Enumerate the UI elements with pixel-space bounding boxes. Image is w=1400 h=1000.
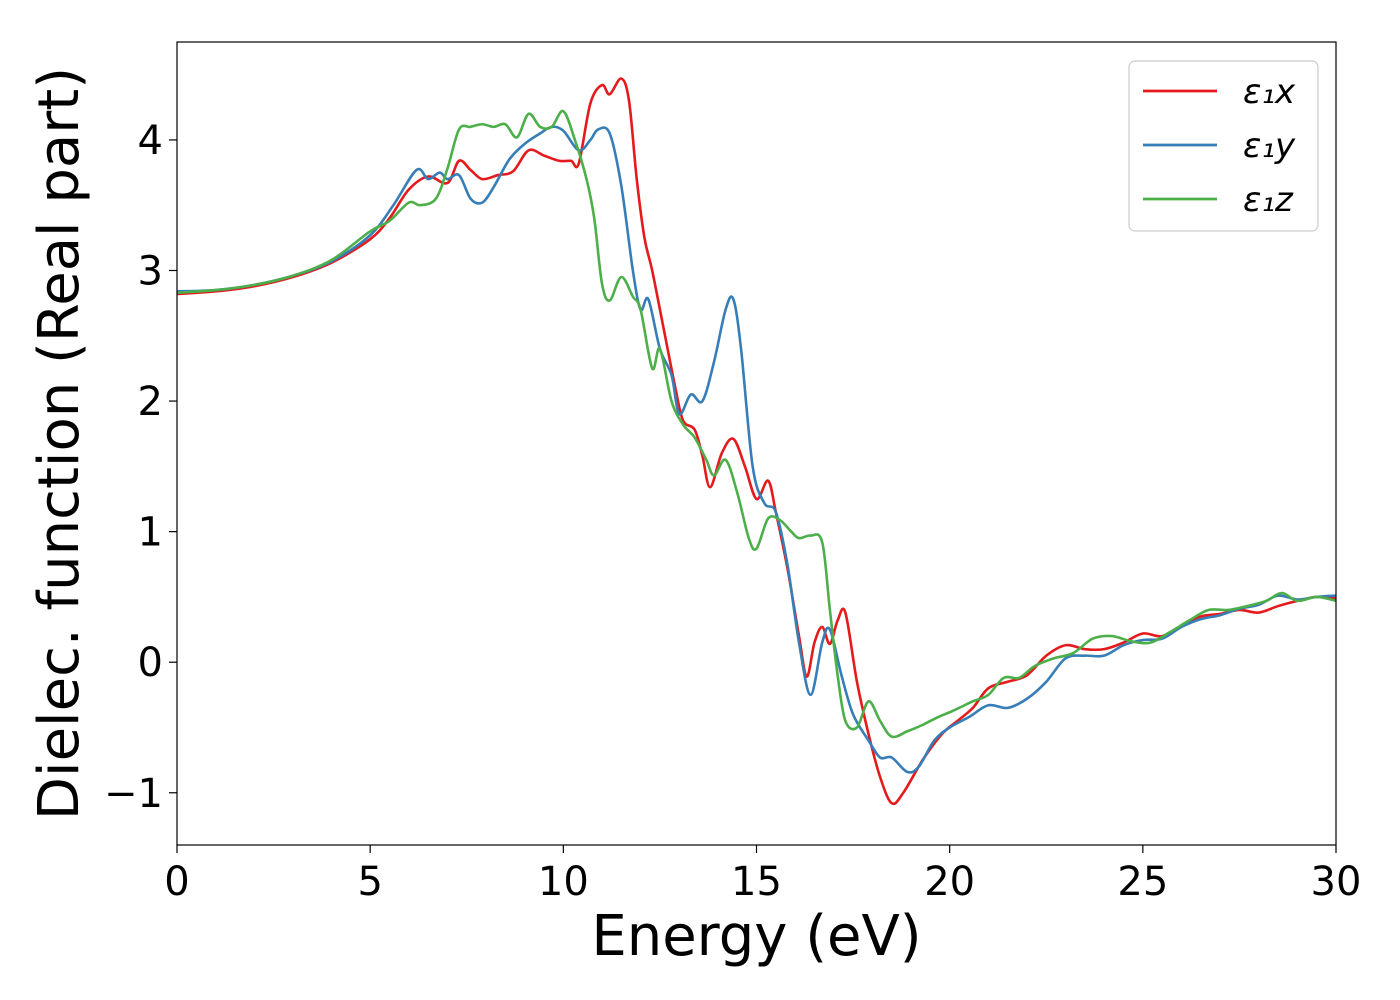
x-tick-label: 30 (1311, 859, 1362, 905)
series-line-0 (176, 77, 1337, 806)
y-axis-ticks: −1 0 1 2 3 4 (104, 118, 177, 817)
y-tick-label: 1 (138, 510, 163, 556)
legend-box (1128, 60, 1319, 232)
x-axis-label: Energy (eV) (591, 904, 921, 969)
x-tick-label: 15 (731, 859, 782, 905)
y-tick-label: 2 (138, 379, 163, 425)
x-tick-label: 20 (924, 859, 975, 905)
y-tick-label: 3 (138, 248, 163, 294)
y-tick-label: −1 (104, 771, 163, 817)
x-tick-label: 10 (538, 859, 589, 905)
y-tick-label: 4 (138, 118, 163, 164)
legend-label-2: ε₁z (1243, 180, 1294, 220)
legend: ε₁x ε₁y ε₁z (1128, 60, 1319, 232)
y-axis-label: Dielec. function (Real part) (27, 67, 92, 820)
x-tick-label: 25 (1117, 859, 1168, 905)
plot-lines (176, 77, 1337, 806)
y-tick-label: 0 (138, 640, 163, 686)
x-tick-label: 0 (164, 859, 189, 905)
series-line-1 (176, 125, 1337, 774)
series-line-2 (176, 109, 1337, 739)
legend-label-0: ε₁x (1243, 72, 1296, 112)
legend-label-1: ε₁y (1243, 126, 1296, 166)
x-tick-label: 5 (357, 859, 382, 905)
x-axis-ticks: 0 5 10 15 20 25 30 (164, 845, 1361, 905)
